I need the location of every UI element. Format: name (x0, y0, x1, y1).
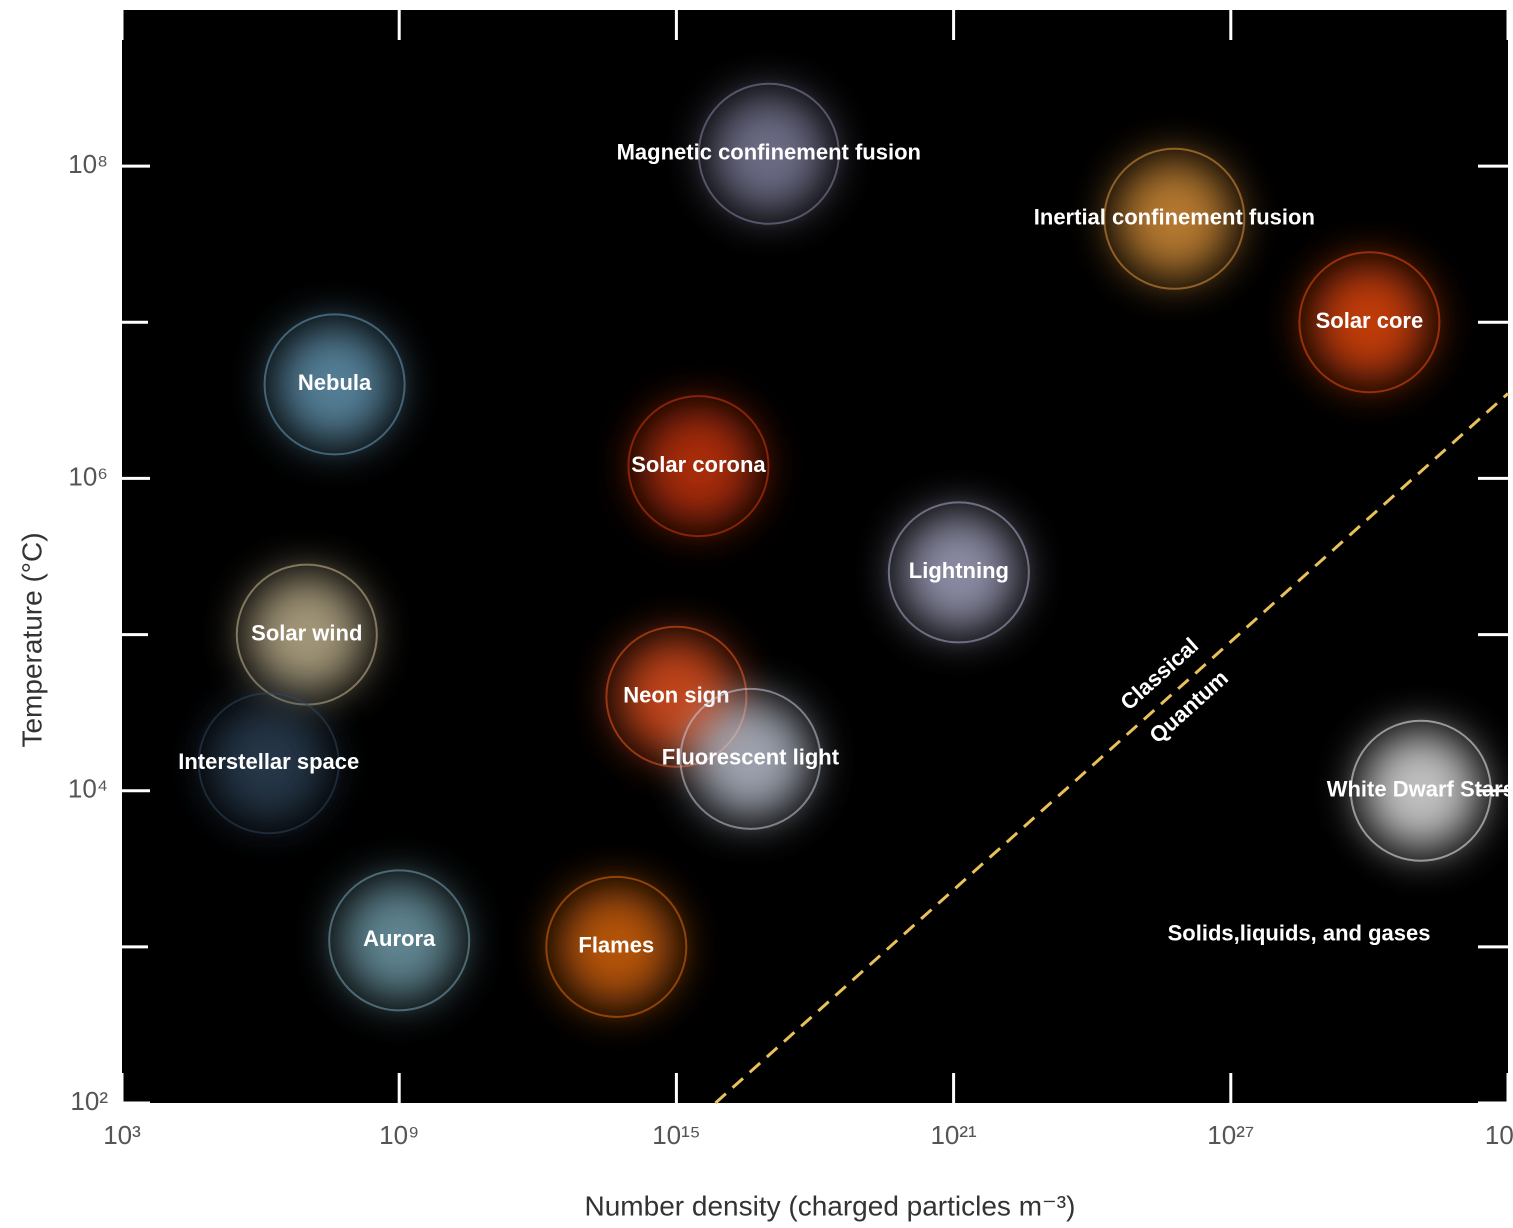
plasma-label: White Dwarf Stars (1327, 777, 1513, 802)
plasma-label: Neon sign (623, 683, 729, 708)
plasma-marker (887, 501, 1030, 644)
plasma-marker (679, 687, 822, 830)
plasma-label: Solids,liquids, and gases (1168, 920, 1431, 945)
y-tick-label: 10⁸ (68, 149, 108, 179)
plasma-glow (556, 886, 677, 1007)
x-tick-label: 10²⁷ (1207, 1120, 1254, 1150)
plasma-glow (638, 406, 759, 527)
y-axis-label: Temperature (°C) (16, 532, 47, 747)
plasma-marker (697, 82, 840, 225)
plasma-glow (274, 324, 395, 445)
boundary-line (714, 392, 1510, 1105)
plasma-glow (339, 880, 460, 1001)
y-tick-label: 10⁶ (68, 461, 108, 491)
plasma-label: Aurora (363, 926, 436, 951)
y-tick-label: 10² (70, 1086, 108, 1116)
plasma-glow (1239, 874, 1360, 995)
plasma-label: Magnetic confinement fusion (617, 140, 921, 165)
x-tick-label: 10²¹ (930, 1120, 977, 1150)
plasma-label: Solar core (1316, 308, 1424, 333)
plasma-marker (1349, 719, 1492, 862)
plasma-glow (1114, 158, 1235, 279)
y-tick-label: 10⁴ (68, 774, 108, 804)
plasma-marker (545, 875, 688, 1018)
plasma-marker (627, 395, 770, 538)
plasma-glow (898, 512, 1019, 633)
plasma-label: Solar wind (251, 620, 362, 645)
plasma-label: Nebula (298, 370, 372, 395)
x-tick-label: 10³ (103, 1120, 141, 1150)
x-tick-label: 10³³ (1485, 1120, 1513, 1150)
plasma-label: Inertial confinement fusion (1034, 205, 1315, 230)
plasma-marker (1298, 251, 1441, 394)
plasma-marker (328, 869, 471, 1012)
plasma-label: Fluorescent light (662, 745, 840, 770)
plasma-glow (708, 93, 829, 214)
plasma-label: Flames (578, 933, 654, 958)
plasma-marker (1228, 863, 1371, 1006)
plasma-glow (690, 698, 811, 819)
plasma-marker (1103, 147, 1246, 290)
plasma-marker (197, 692, 340, 835)
plasma-glow (246, 574, 367, 695)
plasma-marker (263, 313, 406, 456)
plasma-glow (1309, 262, 1430, 383)
x-tick-label: 10¹⁵ (652, 1120, 700, 1150)
plasma-label: Interstellar space (178, 749, 359, 774)
x-tick-label: 10⁹ (379, 1120, 419, 1150)
plasma-label: Solar corona (631, 452, 766, 477)
plasma-glow (208, 703, 329, 824)
x-axis-label: Number density (charged particles m⁻³) (585, 1190, 1076, 1221)
plasma-label: Lightning (909, 558, 1009, 583)
plasma-glow (1360, 730, 1481, 851)
plasma-marker (605, 625, 748, 768)
